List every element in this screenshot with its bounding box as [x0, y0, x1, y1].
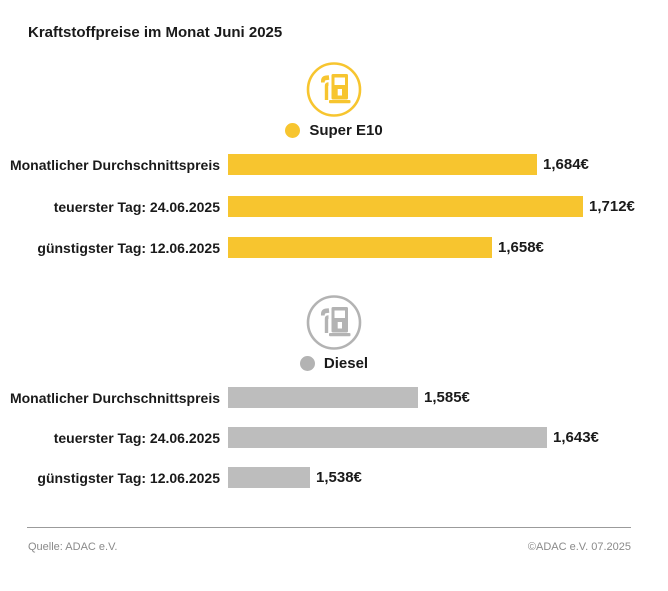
- row-label: günstigster Tag: 12.06.2025: [37, 239, 220, 256]
- chart-title: Kraftstoffpreise im Monat Juni 2025: [28, 24, 283, 41]
- fuel-pump-icon: [306, 294, 363, 356]
- bar-super-min: [228, 237, 492, 258]
- value-label: 1,538€: [316, 469, 362, 486]
- row-label: Monatlicher Durchschnittspreis: [9, 156, 220, 173]
- value-label: 1,658€: [498, 239, 544, 256]
- legend-label: Diesel: [323, 355, 369, 372]
- footer-divider: [27, 527, 631, 528]
- value-label: 1,684€: [543, 156, 589, 173]
- row-diesel-min: günstigster Tag: 12.06.2025 1,538€: [12, 467, 362, 488]
- row-super-min: günstigster Tag: 12.06.2025 1,658€: [12, 237, 544, 258]
- bar-diesel-average: [228, 387, 418, 408]
- row-label: günstigster Tag: 12.06.2025: [37, 469, 220, 486]
- value-label: 1,712€: [589, 198, 635, 215]
- fuel-pump-icon: [306, 61, 363, 123]
- bar-diesel-min: [228, 467, 310, 488]
- legend-super-e10: Super E10: [0, 122, 668, 139]
- value-label: 1,643€: [553, 429, 599, 446]
- legend-dot-icon: [299, 356, 315, 371]
- row-super-max: teuerster Tag: 24.06.2025 1,712€: [12, 196, 635, 217]
- row-super-average: Monatlicher Durchschnittspreis 1,684€: [9, 154, 589, 175]
- row-label: teuerster Tag: 24.06.2025: [53, 429, 220, 446]
- value-label: 1,585€: [424, 389, 470, 406]
- bar-diesel-max: [228, 427, 547, 448]
- legend-label: Super E10: [309, 122, 383, 139]
- source-text: Quelle: ADAC e.V.: [28, 541, 118, 553]
- legend-dot-icon: [285, 123, 301, 138]
- bar-super-max: [228, 196, 583, 217]
- row-label: teuerster Tag: 24.06.2025: [53, 198, 220, 215]
- row-diesel-average: Monatlicher Durchschnittspreis 1,585€: [9, 387, 470, 408]
- row-diesel-max: teuerster Tag: 24.06.2025 1,643€: [12, 427, 599, 448]
- copyright-text: ©ADAC e.V. 07.2025: [527, 541, 631, 553]
- legend-diesel: Diesel: [0, 355, 668, 372]
- bar-super-average: [228, 154, 537, 175]
- row-label: Monatlicher Durchschnittspreis: [9, 389, 220, 406]
